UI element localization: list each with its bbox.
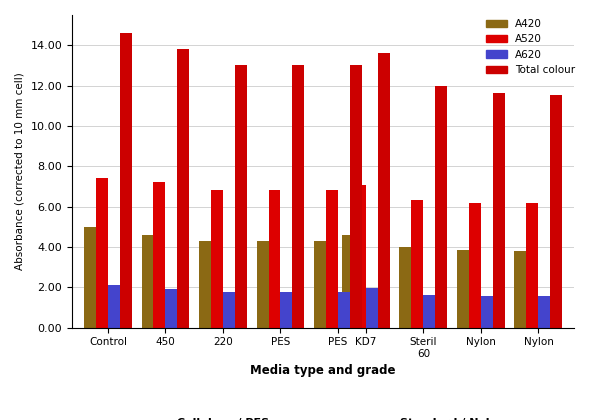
Bar [153, 182, 166, 328]
Bar [211, 190, 223, 328]
Bar [350, 66, 362, 328]
Bar [412, 200, 424, 328]
Bar [326, 190, 338, 328]
Bar [493, 93, 505, 328]
Bar [223, 292, 235, 328]
Bar [514, 251, 526, 328]
Bar [526, 202, 538, 328]
Bar [469, 202, 481, 328]
Bar [314, 241, 326, 328]
Bar [292, 66, 305, 328]
Bar [481, 297, 493, 328]
Y-axis label: Absorbance (corrected to 10 mm cell): Absorbance (corrected to 10 mm cell) [15, 72, 25, 270]
Bar [178, 49, 189, 328]
Bar [166, 289, 178, 328]
Bar [424, 295, 435, 328]
Bar [342, 235, 354, 328]
Bar [199, 241, 211, 328]
Bar [457, 250, 469, 328]
Bar [435, 86, 447, 328]
Bar [120, 33, 132, 328]
Bar [235, 66, 247, 328]
X-axis label: Media type and grade: Media type and grade [251, 365, 396, 378]
Legend: A420, A520, A620, Total colour: A420, A520, A620, Total colour [482, 15, 579, 79]
Bar [366, 288, 378, 328]
Text: Standard / Nylon: Standard / Nylon [400, 418, 505, 420]
Bar [96, 178, 108, 328]
Bar [354, 185, 366, 328]
Bar [400, 247, 412, 328]
Bar [268, 190, 280, 328]
Bar [108, 285, 120, 328]
Bar [257, 241, 268, 328]
Bar [141, 235, 153, 328]
Bar [84, 227, 96, 328]
Bar [538, 297, 551, 328]
Bar [378, 53, 390, 328]
Text: Cellulose / PES: Cellulose / PES [177, 418, 269, 420]
Bar [280, 292, 292, 328]
Bar [551, 94, 563, 328]
Bar [338, 292, 350, 328]
